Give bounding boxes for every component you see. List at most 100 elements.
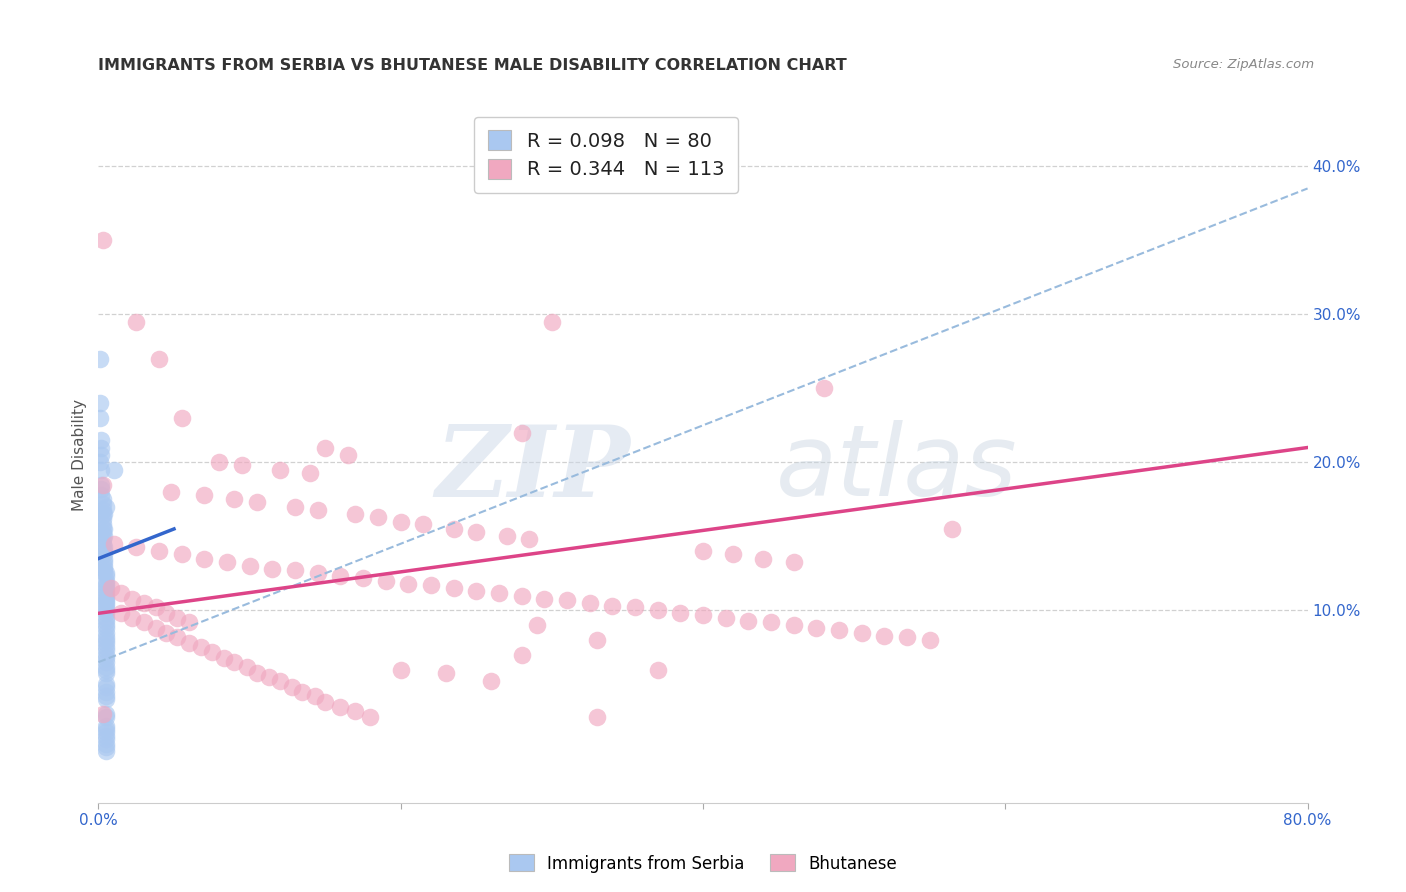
Point bbox=[94, 607, 117, 621]
Point bbox=[208, 455, 231, 469]
Point bbox=[94, 580, 117, 594]
Point bbox=[737, 614, 759, 628]
Point bbox=[94, 690, 117, 704]
Point bbox=[495, 529, 517, 543]
Point bbox=[93, 507, 115, 521]
Point bbox=[752, 551, 775, 566]
Point bbox=[201, 645, 224, 659]
Point bbox=[93, 558, 115, 573]
Point bbox=[94, 621, 117, 635]
Point bbox=[94, 739, 117, 754]
Point bbox=[148, 351, 170, 366]
Point bbox=[103, 463, 125, 477]
Point bbox=[94, 603, 117, 617]
Point bbox=[132, 615, 155, 630]
Point bbox=[434, 665, 457, 680]
Point bbox=[90, 441, 112, 455]
Point bbox=[90, 488, 112, 502]
Point bbox=[110, 607, 132, 621]
Point bbox=[93, 544, 115, 558]
Point bbox=[94, 591, 117, 606]
Point bbox=[145, 600, 167, 615]
Point bbox=[90, 482, 112, 496]
Point bbox=[813, 381, 835, 395]
Point bbox=[374, 574, 396, 588]
Point bbox=[94, 737, 117, 751]
Point bbox=[179, 615, 201, 630]
Point bbox=[91, 477, 114, 491]
Point bbox=[91, 233, 114, 247]
Point bbox=[586, 632, 609, 647]
Point bbox=[125, 315, 148, 329]
Point bbox=[783, 554, 806, 568]
Point bbox=[465, 584, 488, 599]
Point bbox=[94, 732, 117, 747]
Point bbox=[291, 685, 314, 699]
Point bbox=[481, 674, 503, 689]
Y-axis label: Male Disability: Male Disability bbox=[72, 399, 87, 511]
Point bbox=[94, 614, 117, 628]
Point bbox=[94, 643, 117, 657]
Point bbox=[647, 663, 669, 677]
Point bbox=[94, 729, 117, 743]
Point bbox=[336, 448, 359, 462]
Point bbox=[624, 600, 647, 615]
Point bbox=[91, 526, 114, 541]
Point bbox=[510, 425, 533, 440]
Point bbox=[93, 540, 115, 554]
Point bbox=[299, 466, 322, 480]
Point bbox=[94, 582, 117, 597]
Point bbox=[93, 522, 115, 536]
Point bbox=[873, 628, 896, 642]
Point bbox=[94, 640, 117, 655]
Point bbox=[94, 722, 117, 736]
Point bbox=[420, 578, 443, 592]
Point bbox=[692, 607, 714, 622]
Point bbox=[91, 517, 114, 532]
Point bbox=[91, 522, 114, 536]
Point bbox=[941, 522, 963, 536]
Point bbox=[91, 511, 114, 525]
Point bbox=[314, 441, 336, 455]
Point bbox=[94, 655, 117, 669]
Point bbox=[307, 502, 329, 516]
Point bbox=[94, 594, 117, 608]
Point bbox=[93, 551, 115, 566]
Point bbox=[692, 544, 714, 558]
Point bbox=[93, 547, 115, 561]
Point bbox=[94, 719, 117, 733]
Point bbox=[443, 522, 465, 536]
Point bbox=[806, 621, 828, 635]
Point bbox=[555, 593, 578, 607]
Point bbox=[94, 659, 117, 673]
Point bbox=[329, 699, 352, 714]
Point bbox=[307, 566, 329, 581]
Point bbox=[239, 558, 262, 573]
Point bbox=[94, 625, 117, 640]
Point bbox=[94, 576, 117, 591]
Point bbox=[155, 625, 177, 640]
Legend: R = 0.098   N = 80, R = 0.344   N = 113: R = 0.098 N = 80, R = 0.344 N = 113 bbox=[474, 117, 738, 193]
Point bbox=[94, 618, 117, 632]
Point bbox=[91, 502, 114, 516]
Point bbox=[714, 611, 737, 625]
Point bbox=[235, 659, 257, 673]
Point bbox=[412, 517, 434, 532]
Point bbox=[526, 618, 548, 632]
Point bbox=[170, 547, 193, 561]
Point bbox=[224, 492, 246, 507]
Point bbox=[100, 581, 122, 595]
Point bbox=[89, 351, 111, 366]
Point bbox=[155, 607, 177, 621]
Point bbox=[94, 724, 117, 739]
Point bbox=[578, 596, 600, 610]
Point bbox=[89, 411, 111, 425]
Point bbox=[783, 618, 806, 632]
Point bbox=[110, 585, 132, 599]
Point bbox=[166, 630, 188, 644]
Point bbox=[94, 665, 117, 680]
Point bbox=[91, 537, 114, 551]
Point bbox=[121, 611, 143, 625]
Point bbox=[94, 648, 117, 662]
Point bbox=[93, 529, 115, 543]
